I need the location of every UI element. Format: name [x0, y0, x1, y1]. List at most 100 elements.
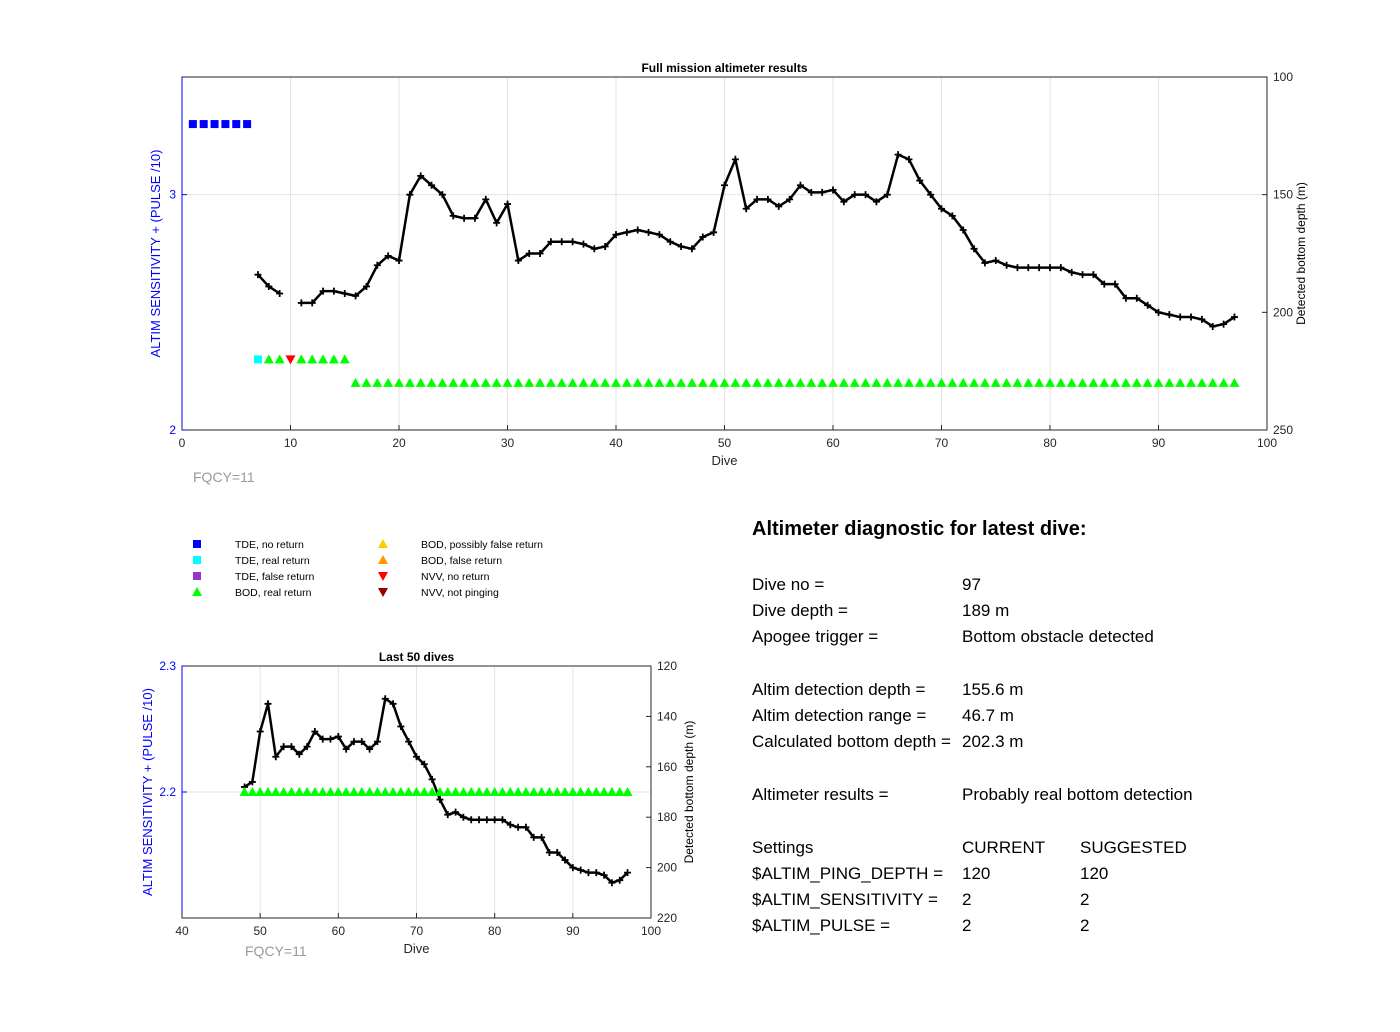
bottom-depth-point [547, 238, 555, 246]
status-marker [434, 787, 445, 796]
setting-suggested: 2 [1080, 916, 1090, 935]
status-marker [621, 377, 632, 387]
status-marker [394, 377, 404, 387]
bottom-depth-point [655, 231, 663, 239]
x-tick-label: 0 [179, 436, 186, 450]
bottom-depth-point [601, 242, 609, 250]
legend-label: TDE, real return [235, 555, 310, 567]
status-marker [1131, 377, 1142, 387]
bottom-depth-point [254, 271, 262, 279]
bottom-depth-point [872, 198, 880, 206]
status-marker [969, 377, 980, 387]
bottom-depth-point [482, 195, 490, 203]
y-right-tick-label: 120 [657, 659, 677, 673]
altim-depth-label: Altim detection depth = [752, 680, 926, 699]
status-marker [990, 377, 1001, 387]
bottom-depth-point [742, 205, 750, 213]
y-right-tick-label: 140 [657, 709, 677, 723]
status-marker [535, 377, 546, 387]
results-label: Altimeter results = [752, 785, 889, 804]
status-marker [1120, 377, 1131, 387]
bottom-depth-point [1220, 320, 1228, 328]
y-left-tick-label: 2 [169, 423, 176, 437]
status-marker [437, 377, 448, 387]
bottom-depth-point [569, 238, 577, 246]
x-tick-label: 20 [392, 436, 406, 450]
diagnostic-panel: Altimeter diagnostic for latest dive: Di… [752, 518, 1392, 935]
status-marker [372, 787, 383, 796]
calc-bottom-value: 202.3 m [962, 732, 1024, 751]
bottom-depth-point [959, 226, 967, 234]
bottom-depth-point [308, 299, 316, 307]
bottom-depth-point [449, 212, 457, 220]
status-marker [356, 787, 367, 796]
status-marker [632, 377, 643, 387]
bottom-depth-point [796, 181, 804, 189]
bottom-depth-point [428, 181, 436, 189]
bottom-depth-point [561, 856, 569, 864]
bottom-depth-point [381, 695, 389, 703]
bottom-depth-point [829, 186, 837, 194]
status-marker [936, 377, 947, 387]
bottom-depth-point [883, 191, 891, 199]
status-marker [849, 377, 860, 387]
status-marker [665, 377, 676, 387]
status-marker [188, 120, 197, 129]
bottom-depth-point [699, 233, 707, 241]
status-marker [1023, 377, 1034, 387]
bottom-depth-point [1035, 264, 1043, 272]
bottom-depth-point [395, 257, 403, 265]
bottom-depth-point [366, 745, 374, 753]
status-marker [1034, 377, 1045, 387]
chart-title: Last 50 dives [379, 650, 455, 664]
bottom-depth-point [927, 191, 935, 199]
status-marker [481, 787, 492, 796]
status-marker [1175, 377, 1186, 387]
bottom-depth-point [1133, 294, 1141, 302]
status-marker [469, 377, 480, 387]
legend-marker [378, 588, 388, 597]
x-tick-label: 30 [501, 436, 515, 450]
status-marker [372, 377, 383, 387]
status-marker [958, 377, 969, 387]
bottom-depth-point [592, 869, 600, 877]
status-marker [415, 377, 426, 387]
x-tick-label: 70 [410, 924, 424, 938]
dive-depth-label: Dive depth = [752, 601, 848, 620]
status-marker [307, 354, 318, 364]
status-marker [489, 787, 500, 796]
bottom-depth-point [358, 738, 366, 746]
status-marker [427, 787, 438, 796]
legend-marker [193, 572, 201, 580]
status-marker [1218, 377, 1229, 387]
status-marker [325, 787, 336, 796]
setting-current: 2 [962, 890, 972, 909]
bottom-depth-point [530, 833, 538, 841]
status-marker [1207, 377, 1218, 387]
legend-marker [378, 539, 388, 548]
current-header: CURRENT [962, 838, 1046, 857]
status-marker [380, 787, 391, 796]
x-tick-label: 60 [826, 436, 840, 450]
bottom-depth-point [624, 869, 632, 877]
status-marker [600, 377, 611, 387]
bottom-depth-point [905, 155, 913, 163]
status-marker [263, 354, 274, 364]
bottom-depth-point [311, 728, 319, 736]
y-right-tick-label: 250 [1273, 423, 1293, 437]
status-marker [350, 377, 361, 387]
status-marker [643, 377, 654, 387]
legend-marker [192, 587, 202, 596]
status-marker [1186, 377, 1197, 387]
setting-name: $ALTIM_PULSE = [752, 916, 891, 935]
status-marker [480, 377, 491, 387]
diagnostic-title: Altimeter diagnostic for latest dive: [752, 518, 1087, 540]
status-marker [1001, 377, 1012, 387]
status-marker [882, 377, 893, 387]
fqcy-annotation: FQCY=11 [193, 469, 255, 485]
status-marker [1196, 377, 1207, 387]
y-right-tick-label: 100 [1273, 70, 1293, 84]
y-left-tick-label: 3 [169, 188, 176, 202]
status-marker [309, 787, 320, 796]
status-marker [411, 787, 422, 796]
